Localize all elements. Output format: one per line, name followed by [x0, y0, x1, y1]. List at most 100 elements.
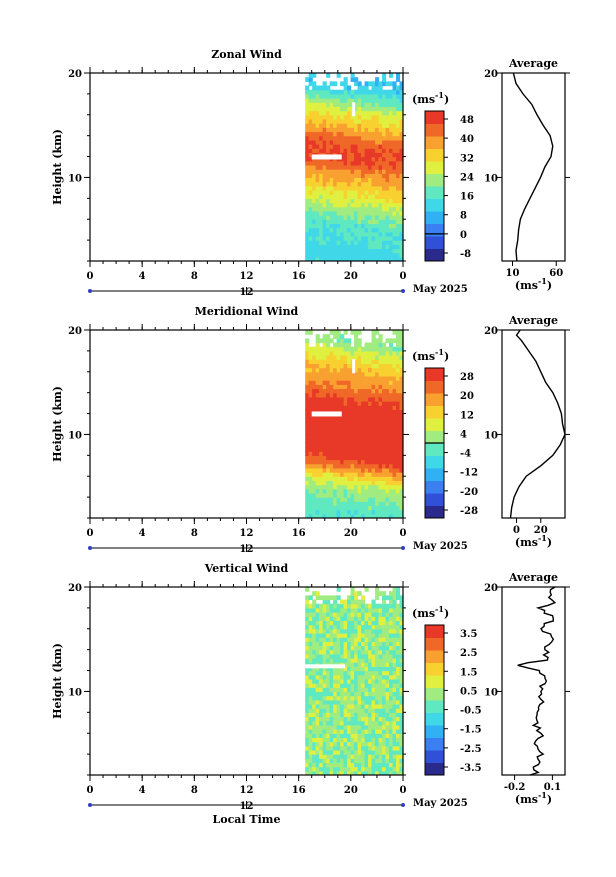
heatmap-cell: [385, 371, 390, 377]
chart-title: Meridional Wind: [195, 305, 299, 318]
heatmap-cell: [396, 708, 401, 713]
heatmap-cell: [357, 231, 362, 237]
heatmap-cell: [305, 77, 310, 82]
heatmap-cell: [354, 215, 359, 220]
heatmap-cell: [319, 737, 324, 743]
heatmap-cell: [354, 98, 359, 103]
heatmap-cell: [329, 198, 334, 204]
heatmap-cell: [305, 127, 310, 133]
heatmap-cell: [322, 85, 327, 91]
heatmap-cell: [322, 463, 327, 469]
heatmap-cell: [375, 135, 380, 141]
heatmap-cell: [385, 235, 390, 241]
heatmap-cell: [371, 653, 376, 659]
heatmap-cell: [368, 421, 373, 427]
heatmap-cell: [361, 127, 366, 133]
heatmap-cell: [336, 334, 341, 339]
heatmap-cell: [396, 338, 401, 344]
heatmap-cell: [382, 733, 387, 738]
heatmap-cell: [326, 762, 331, 768]
heatmap-cell: [312, 160, 317, 166]
heatmap-cell: [315, 106, 320, 112]
heatmap-cell: [364, 712, 369, 718]
heatmap-cell: [371, 509, 376, 515]
heatmap-cell: [343, 173, 348, 179]
colorbar-swatch: [425, 712, 444, 726]
heatmap-cell: [368, 480, 373, 486]
heatmap-cell: [361, 405, 366, 410]
heatmap-cell: [312, 484, 317, 490]
heatmap-cell: [364, 89, 369, 95]
heatmap-cell: [368, 467, 373, 473]
heatmap-cell: [361, 770, 366, 775]
heatmap-cell: [343, 219, 348, 224]
heatmap-cell: [329, 603, 334, 609]
heatmap-cell: [382, 131, 387, 137]
heatmap-cell: [399, 687, 403, 693]
heatmap-cell: [392, 513, 397, 518]
heatmap-cell: [315, 248, 320, 254]
heatmap-cell: [347, 219, 352, 224]
heatmap-cell: [305, 185, 310, 191]
heatmap-cell: [396, 401, 401, 406]
heatmap-cell: [308, 745, 313, 751]
heatmap-cell: [382, 173, 387, 179]
heatmap-cell: [371, 699, 376, 705]
heatmap-cell: [315, 173, 320, 179]
heatmap-cell: [368, 716, 373, 722]
heatmap-cell: [399, 434, 403, 440]
heatmap-cell: [350, 223, 355, 229]
heatmap-cell: [354, 396, 359, 402]
heatmap-cell: [322, 649, 327, 655]
heatmap-cell: [375, 649, 380, 655]
heatmap-cell: [364, 480, 369, 486]
heatmap-cell: [343, 114, 348, 120]
heatmap-cell: [315, 695, 320, 701]
heatmap-cell: [392, 766, 397, 772]
heatmap-cell: [308, 127, 313, 133]
heatmap-cell: [308, 666, 313, 672]
heatmap-cell: [399, 363, 403, 369]
heatmap-cell: [326, 691, 331, 697]
heatmap-cell: [354, 678, 359, 684]
heatmap-cell: [375, 98, 380, 103]
heatmap-cell: [326, 248, 331, 254]
heatmap-cell: [399, 350, 403, 356]
heatmap-cell: [329, 766, 334, 772]
heatmap-cell: [399, 388, 403, 394]
colorbar-swatch: [425, 248, 444, 262]
heatmap-cell: [347, 480, 352, 486]
heatmap-cell: [322, 189, 327, 195]
heatmap-cell: [357, 110, 362, 116]
heatmap-cell: [350, 194, 355, 199]
x-tick-label: 12: [240, 528, 254, 539]
heatmap-cell: [347, 670, 352, 676]
colorbar-swatch: [425, 762, 444, 776]
average-frame: [501, 72, 566, 262]
heatmap-cell: [347, 169, 352, 174]
heatmap-cell: [361, 513, 366, 518]
heatmap-cell: [368, 388, 373, 394]
heatmap-cell: [312, 189, 317, 195]
heatmap-cell: [378, 754, 383, 759]
heatmap-cell: [357, 380, 362, 385]
heatmap-cell: [312, 123, 317, 128]
heatmap-cell: [336, 670, 341, 676]
heatmap-cell: [326, 206, 331, 212]
heatmap-cell: [371, 687, 376, 693]
heatmap-cell: [368, 749, 373, 755]
heatmap-cell: [378, 670, 383, 676]
heatmap-cell: [347, 695, 352, 701]
heatmap-cell: [305, 102, 310, 108]
heatmap-cell: [378, 227, 383, 233]
heatmap-cell: [364, 484, 369, 490]
heatmap-cell: [305, 135, 310, 141]
heatmap-cell: [361, 392, 366, 398]
heatmap-cell: [305, 637, 310, 642]
heatmap-cell: [333, 649, 338, 655]
heatmap-cell: [333, 173, 338, 179]
heatmap-cell: [389, 591, 394, 596]
heatmap-cell: [326, 459, 331, 465]
heatmap-cell: [382, 637, 387, 642]
heatmap-cell: [333, 401, 338, 406]
